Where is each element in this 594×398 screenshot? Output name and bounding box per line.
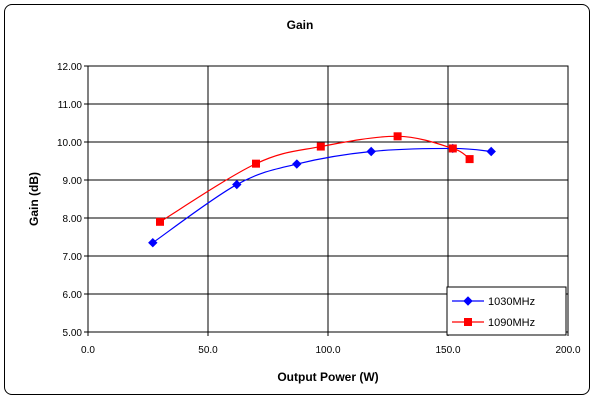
data-point [316, 142, 325, 151]
data-point [465, 155, 474, 164]
y-tick-label: 12.00 [57, 62, 82, 73]
data-point [393, 132, 402, 141]
data-point [292, 159, 302, 169]
x-tick-label: 150.0 [435, 345, 460, 356]
series-1090MHz [156, 132, 474, 226]
x-axis-label: Output Power (W) [277, 370, 378, 384]
x-tick-label: 200.0 [555, 345, 580, 356]
data-point [148, 237, 158, 248]
y-tick-label: 5.00 [63, 328, 83, 339]
x-tick-label: 0.0 [81, 345, 95, 356]
y-tick-label: 9.00 [63, 176, 83, 187]
legend-box [446, 286, 567, 336]
x-axis-ticks: 0.0 50.0 100.0 150.0 200.0 [81, 332, 581, 356]
legend-label: 1090MHz [488, 317, 535, 329]
y-axis-label: Gain (dB) [27, 172, 41, 226]
series-layer [148, 132, 496, 248]
data-point [252, 159, 260, 168]
x-tick-label: 100.0 [315, 345, 340, 356]
y-tick-label: 10.00 [57, 138, 82, 149]
gridlines [87, 65, 569, 333]
data-point [232, 179, 242, 190]
x-tick-label: 50.0 [198, 345, 218, 356]
legend: 1030MHz 1090MHz [446, 286, 567, 336]
y-tick-label: 6.00 [63, 290, 83, 301]
legend-marker [463, 296, 473, 306]
y-tick-label: 11.00 [58, 100, 83, 111]
legend-item: 1090MHz [452, 317, 535, 329]
chart-title: Gain [287, 18, 314, 32]
legend-label: 1030MHz [488, 296, 535, 308]
data-point [156, 217, 164, 226]
legend-marker [464, 318, 472, 326]
y-axis-ticks: 5.00 6.00 7.00 8.00 9.00 10.00 11.00 12.00 [57, 62, 88, 339]
data-point [486, 146, 496, 157]
data-point [448, 144, 457, 153]
y-tick-label: 7.00 [63, 252, 83, 263]
data-point [366, 146, 376, 157]
y-tick-label: 8.00 [63, 214, 83, 225]
legend-item: 1030MHz [452, 296, 535, 308]
